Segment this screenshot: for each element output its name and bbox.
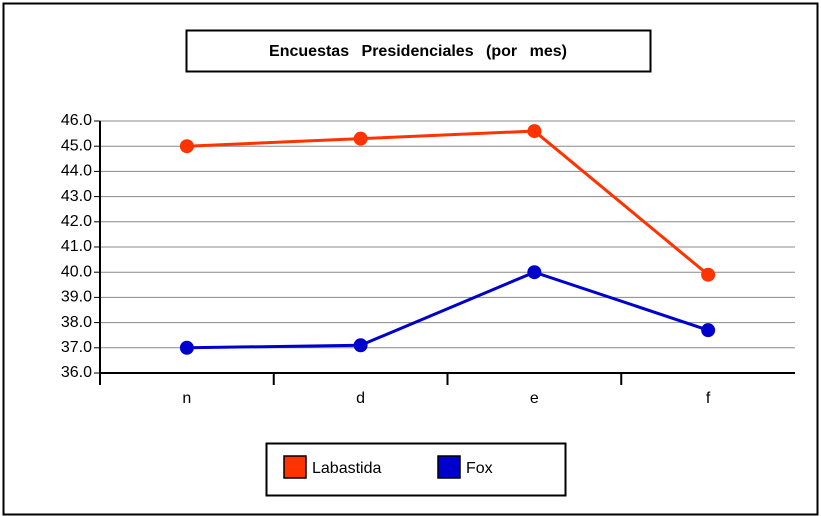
title-box <box>185 29 652 73</box>
legend-label: Labastida <box>312 460 381 477</box>
data-point <box>701 267 716 282</box>
legend-swatch <box>283 455 307 479</box>
chart-title: Encuestas Presidenciales (por mes) <box>269 43 567 60</box>
x-tick-label: e <box>530 390 539 407</box>
series-line <box>186 129 710 276</box>
y-tick-label: 39.0 <box>61 289 92 306</box>
data-point <box>701 323 716 338</box>
x-tick-label: d <box>356 390 365 407</box>
legend-label: Fox <box>466 460 493 477</box>
y-tick-label: 38.0 <box>61 314 92 331</box>
legend-swatch <box>437 455 461 479</box>
y-tick-label: 40.0 <box>61 263 92 280</box>
data-point <box>179 340 194 355</box>
y-tick-label: 36.0 <box>61 364 92 381</box>
y-tick-label: 37.0 <box>61 339 92 356</box>
series-line <box>186 270 709 350</box>
legend-box <box>265 442 567 497</box>
y-tick-label: 42.0 <box>61 213 92 230</box>
data-point <box>353 131 368 146</box>
data-point <box>527 124 542 139</box>
y-tick-label: 45.0 <box>61 137 92 154</box>
y-tick-label: 41.0 <box>61 238 92 255</box>
y-tick-label: 43.0 <box>61 188 92 205</box>
data-point <box>179 139 194 154</box>
x-tick-label: f <box>706 390 711 407</box>
data-point <box>527 265 542 280</box>
x-tick-label: n <box>182 390 191 407</box>
y-tick-label: 44.0 <box>61 163 92 180</box>
data-point <box>353 338 368 353</box>
y-tick-label: 46.0 <box>61 112 92 129</box>
